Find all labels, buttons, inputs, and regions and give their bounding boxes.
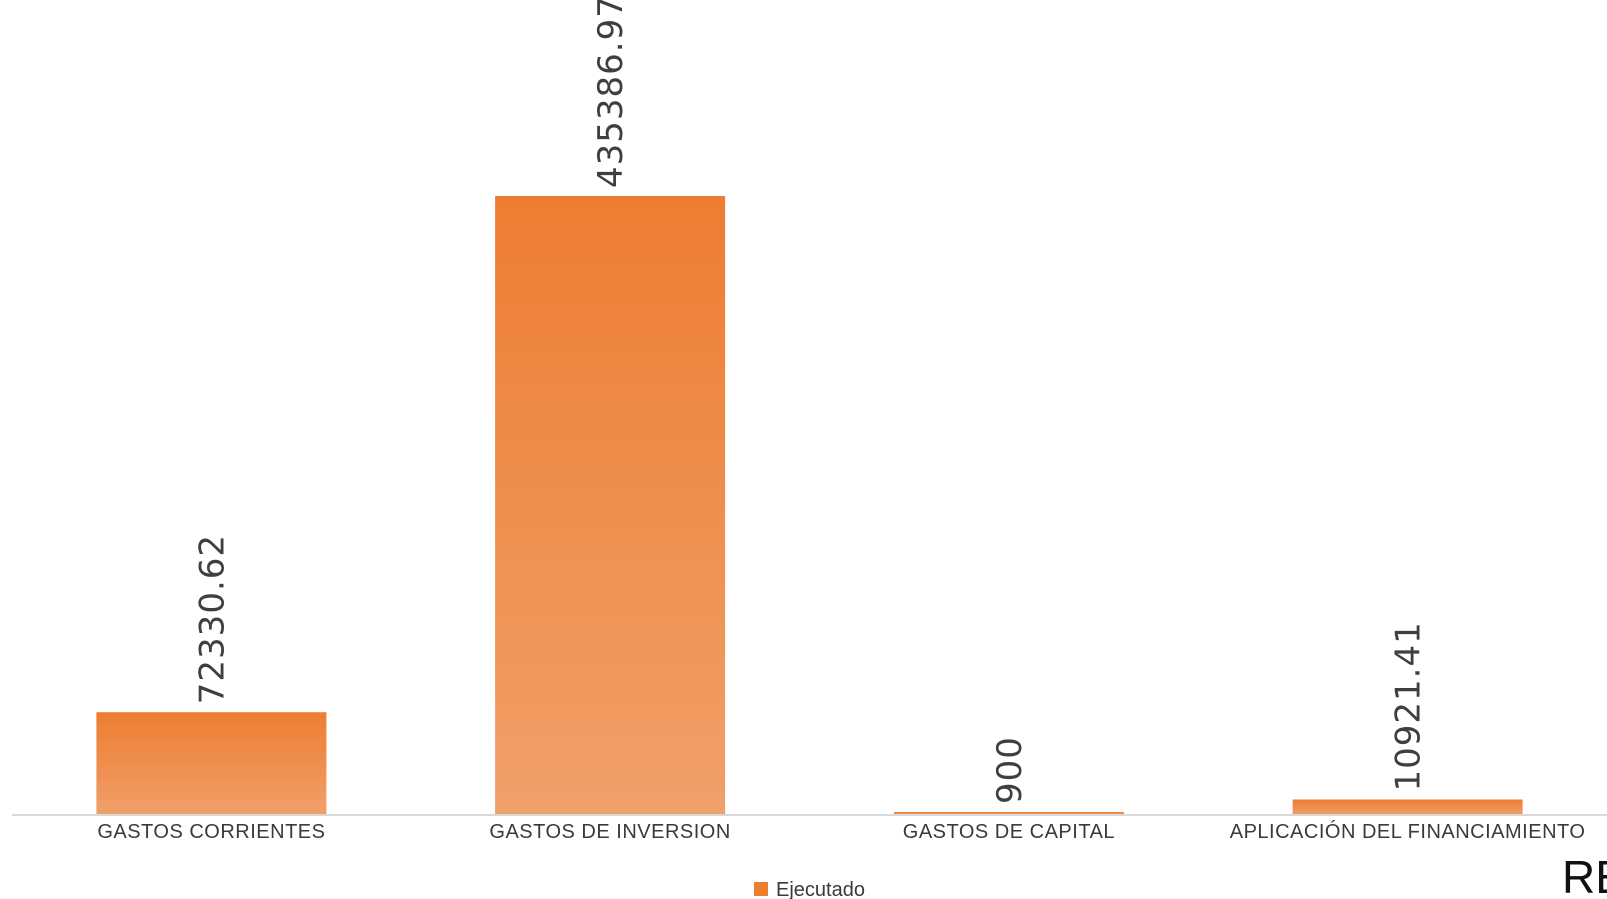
x-tick-label: GASTOS DE CAPITAL bbox=[903, 821, 1115, 843]
x-tick-label: GASTOS DE INVERSION bbox=[489, 821, 730, 843]
x-tick-label: APLICACIÓN DEL FINANCIAMIENTO bbox=[1230, 820, 1586, 843]
bars-layer bbox=[96, 196, 1523, 815]
bar bbox=[893, 812, 1124, 815]
data-label: 900 bbox=[990, 736, 1030, 804]
legend-label: Ejecutado bbox=[776, 879, 865, 899]
data-label: 435386.97 bbox=[591, 0, 631, 188]
data-labels-layer: 72330.62 435386.97 900 10921.41 bbox=[192, 0, 1428, 804]
legend: Ejecutado bbox=[754, 879, 865, 899]
corner-text: RE bbox=[1562, 851, 1607, 899]
x-axis-ticks: GASTOS CORRIENTES GASTOS DE INVERSION GAST… bbox=[97, 820, 1585, 843]
x-tick-label: GASTOS CORRIENTES bbox=[97, 821, 325, 843]
bar bbox=[495, 196, 726, 815]
bar bbox=[1292, 799, 1523, 815]
legend-swatch bbox=[754, 882, 768, 896]
data-label: 72330.62 bbox=[192, 534, 232, 704]
data-label: 10921.41 bbox=[1389, 621, 1429, 791]
bar bbox=[96, 712, 327, 815]
